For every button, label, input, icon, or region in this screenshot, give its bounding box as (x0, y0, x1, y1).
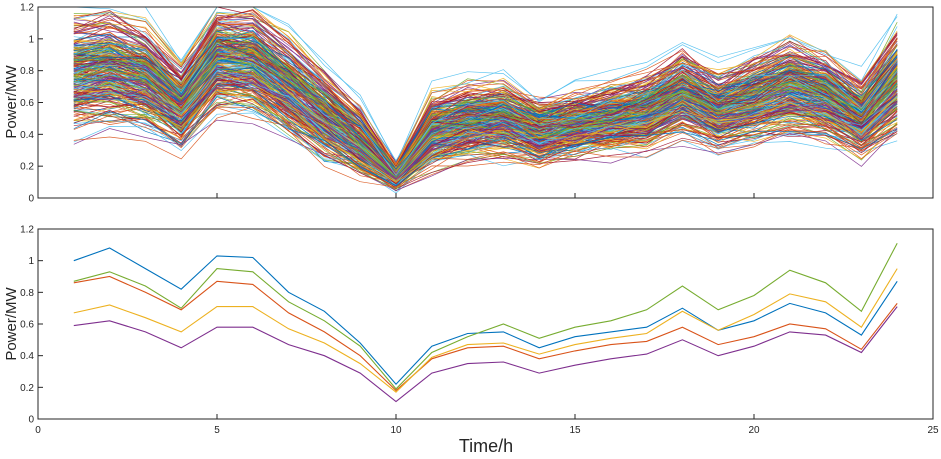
y-tick-label: 0.6 (20, 98, 34, 109)
series-line-295 (73, 44, 898, 170)
series-line-285 (73, 41, 898, 168)
x-tick-label: 15 (569, 425, 581, 436)
y-tick-label: 0.8 (20, 66, 34, 77)
series-line-298 (73, 43, 898, 177)
series-line-267 (73, 36, 898, 169)
series-line-293 (73, 7, 898, 162)
top-series-group (73, 7, 898, 194)
bottom-x-axis-label: Time/h (459, 436, 513, 456)
series-line-291 (73, 83, 898, 180)
series-line-252 (73, 39, 898, 170)
y-tick-label: 1.2 (20, 225, 34, 236)
series-line-213 (73, 31, 898, 175)
series-line-297 (73, 88, 898, 183)
series-line-151 (73, 119, 898, 191)
series-line-211 (73, 58, 898, 173)
series-line-126 (73, 23, 898, 171)
series-line-274 (73, 67, 898, 178)
series-line-299 (73, 47, 898, 178)
y-tick-label: 0.6 (20, 320, 34, 331)
series-line-1 (73, 247, 898, 386)
series-line-236 (73, 101, 898, 190)
series-line-5 (73, 242, 898, 390)
bottom-panel: 0 0.2 0.4 0.6 0.8 1 1.2 0 5 10 15 20 25 Power/MW Ti… (3, 225, 939, 457)
y-tick-label: 0.8 (20, 288, 34, 299)
series-line-2 (73, 275, 898, 392)
y-tick-label: 0.4 (20, 351, 34, 362)
series-line-249 (73, 22, 898, 169)
x-tick-label: 25 (927, 425, 939, 436)
series-line-296 (73, 12, 898, 165)
series-line-246 (73, 33, 898, 175)
series-line-149 (73, 107, 898, 192)
y-tick-label: 0.4 (20, 130, 34, 141)
top-x-ticks (37, 193, 934, 198)
series-line-254 (73, 23, 898, 165)
series-line-282 (73, 46, 898, 170)
series-line-286 (73, 76, 898, 186)
series-line-278 (73, 58, 898, 177)
series-line-186 (73, 14, 898, 166)
bottom-y-ticks: 0 0.2 0.4 0.6 0.8 1 1.2 (20, 225, 43, 426)
y-tick-label: 0.2 (20, 162, 34, 173)
y-tick-label: 1.2 (20, 3, 34, 14)
series-line-283 (73, 11, 898, 167)
y-tick-label: 1 (28, 256, 34, 267)
series-line-275 (73, 106, 898, 188)
series-line-44 (73, 10, 898, 172)
x-tick-label: 0 (35, 425, 41, 436)
series-line-294 (73, 9, 898, 167)
series-line-288 (73, 83, 898, 186)
series-line-198 (73, 106, 898, 183)
bottom-x-ticks: 0 5 10 15 20 25 (35, 414, 939, 436)
x-tick-label: 10 (390, 425, 402, 436)
bottom-series-group (73, 242, 898, 403)
series-line-292 (73, 51, 898, 178)
series-line-281 (73, 96, 898, 187)
bottom-plot-area (38, 229, 933, 419)
top-panel: 0 0.2 0.4 0.6 0.8 1 1.2 Power/MW (3, 3, 934, 205)
series-line-268 (73, 79, 898, 185)
y-tick-label: 0 (28, 415, 34, 426)
series-line-4 (73, 306, 898, 403)
series-line-3 (73, 268, 898, 393)
series-line-216 (73, 95, 898, 189)
top-y-axis-label: Power/MW (3, 64, 20, 138)
y-tick-label: 0.2 (20, 383, 34, 394)
y-tick-label: 1 (28, 34, 34, 45)
bottom-y-axis-label: Power/MW (3, 286, 20, 360)
x-tick-label: 20 (748, 425, 760, 436)
y-tick-label: 0 (28, 194, 34, 205)
x-tick-label: 5 (214, 425, 220, 436)
top-y-ticks: 0 0.2 0.4 0.6 0.8 1 1.2 (20, 3, 43, 205)
series-line-300 (73, 38, 898, 177)
